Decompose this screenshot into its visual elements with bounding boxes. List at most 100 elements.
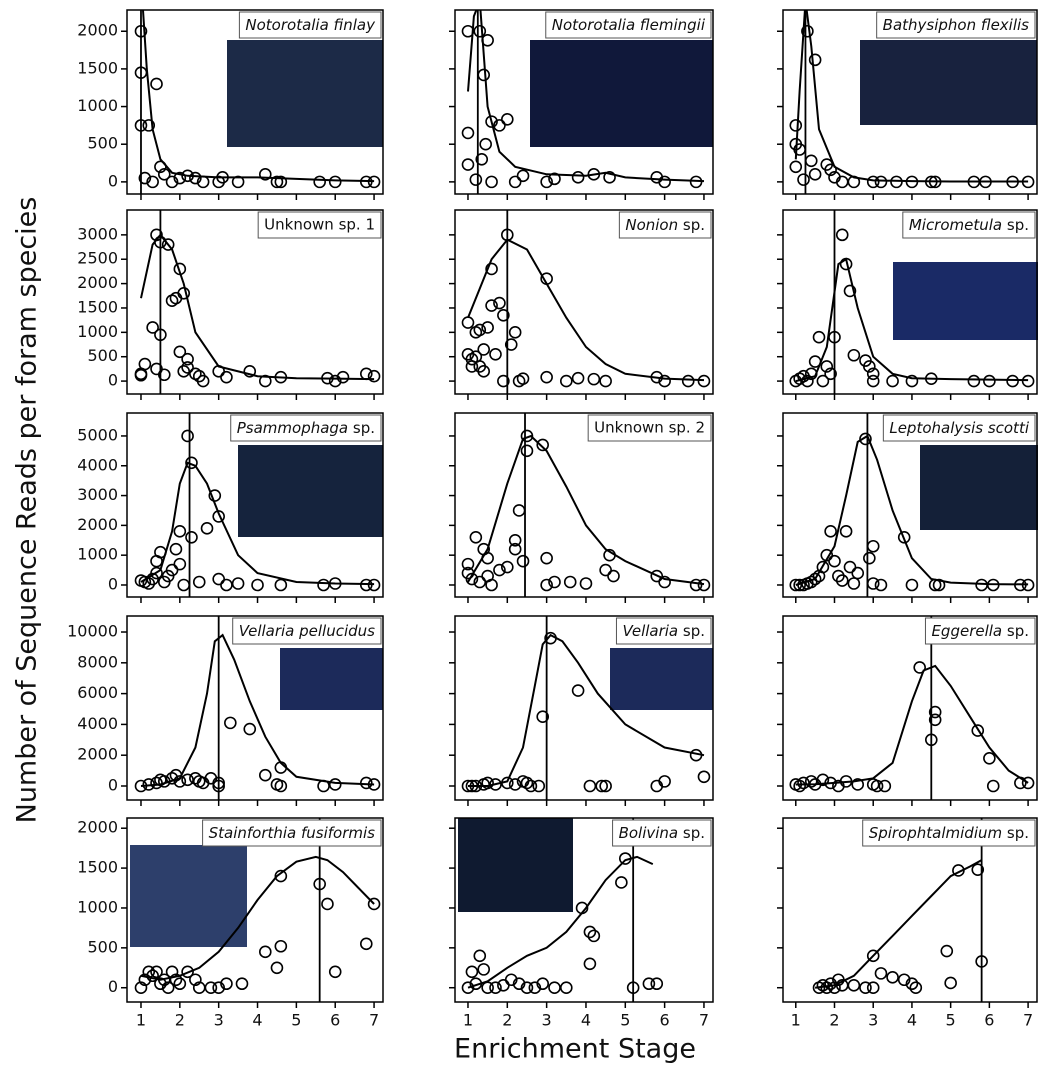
photo-inset bbox=[893, 262, 1038, 340]
photo-inset bbox=[920, 445, 1038, 530]
point bbox=[810, 54, 821, 65]
x-tick-label: 5 bbox=[620, 1011, 630, 1030]
x-tick-label: 4 bbox=[252, 1011, 262, 1030]
photo-inset bbox=[458, 818, 573, 912]
point bbox=[1023, 777, 1034, 788]
point bbox=[482, 553, 493, 564]
point bbox=[698, 771, 709, 782]
point bbox=[182, 774, 193, 785]
point bbox=[498, 980, 509, 991]
point bbox=[361, 368, 372, 379]
point bbox=[466, 966, 477, 977]
point bbox=[478, 69, 489, 80]
y-tick-label: 2000 bbox=[77, 515, 118, 534]
point bbox=[988, 781, 999, 792]
point bbox=[533, 781, 544, 792]
point bbox=[252, 579, 263, 590]
point bbox=[541, 372, 552, 383]
panel-title: Eggerella sp. bbox=[931, 622, 1029, 640]
point bbox=[174, 346, 185, 357]
point bbox=[275, 941, 286, 952]
point bbox=[600, 565, 611, 576]
y-tick-label: 5000 bbox=[77, 425, 118, 444]
point bbox=[480, 139, 491, 150]
point bbox=[825, 526, 836, 537]
point bbox=[490, 982, 501, 993]
point bbox=[462, 317, 473, 328]
panel: 1234567Bolivina sp. bbox=[449, 0, 713, 1065]
photo-inset bbox=[860, 40, 1037, 125]
point bbox=[518, 170, 529, 181]
point bbox=[474, 26, 485, 37]
y-tick-label: 10000 bbox=[67, 622, 118, 641]
point bbox=[1023, 376, 1034, 387]
photo-inset bbox=[610, 648, 713, 710]
point bbox=[486, 176, 497, 187]
x-tick-label: 7 bbox=[1023, 1011, 1033, 1030]
y-tick-label: 500 bbox=[87, 134, 118, 153]
point bbox=[486, 579, 497, 590]
point bbox=[608, 571, 619, 582]
x-tick-label: 5 bbox=[291, 1011, 301, 1030]
x-tick-label: 1 bbox=[136, 1011, 146, 1030]
point bbox=[588, 374, 599, 385]
point bbox=[844, 562, 855, 573]
point bbox=[810, 169, 821, 180]
x-tick-label: 3 bbox=[214, 1011, 224, 1030]
point bbox=[182, 430, 193, 441]
point bbox=[698, 579, 709, 590]
y-tick-label: 1000 bbox=[77, 322, 118, 341]
point bbox=[600, 376, 611, 387]
point bbox=[549, 982, 560, 993]
panel-title: Vellaria pellucidus bbox=[239, 622, 375, 640]
x-tick-label: 7 bbox=[699, 1011, 709, 1030]
point bbox=[490, 349, 501, 360]
point bbox=[868, 376, 879, 387]
photo-inset bbox=[227, 40, 383, 147]
point bbox=[139, 359, 150, 370]
point bbox=[887, 376, 898, 387]
point bbox=[275, 781, 286, 792]
panel-title: Stainforthia fusiformis bbox=[209, 824, 376, 842]
y-tick-label: 1000 bbox=[77, 897, 118, 916]
point bbox=[330, 176, 341, 187]
y-tick-label: 1000 bbox=[77, 545, 118, 564]
point bbox=[806, 155, 817, 166]
point bbox=[514, 505, 525, 516]
panel-title: Bolivina sp. bbox=[619, 824, 705, 842]
y-tick-label: 0 bbox=[108, 171, 118, 190]
x-tick-label: 1 bbox=[463, 1011, 473, 1030]
panel-title: Nonion sp. bbox=[625, 216, 705, 234]
photo-inset bbox=[530, 40, 713, 147]
y-tick-label: 500 bbox=[87, 937, 118, 956]
point bbox=[322, 898, 333, 909]
point bbox=[580, 578, 591, 589]
panel-title: Psammophaga sp. bbox=[237, 419, 375, 437]
point bbox=[518, 373, 529, 384]
point bbox=[573, 172, 584, 183]
point bbox=[841, 526, 852, 537]
fit-curve bbox=[468, 436, 704, 584]
point bbox=[494, 298, 505, 309]
point bbox=[186, 532, 197, 543]
x-tick-label: 1 bbox=[791, 1011, 801, 1030]
y-tick-label: 0 bbox=[108, 977, 118, 996]
point bbox=[314, 176, 325, 187]
panel-title: Micrometula sp. bbox=[909, 216, 1029, 234]
point bbox=[798, 174, 809, 185]
y-tick-label: 1500 bbox=[77, 58, 118, 77]
point bbox=[478, 344, 489, 355]
point bbox=[318, 579, 329, 590]
panel-title: Unknown sp. 1 bbox=[264, 216, 375, 234]
y-tick-label: 3000 bbox=[77, 224, 118, 243]
point bbox=[810, 356, 821, 367]
point bbox=[541, 553, 552, 564]
y-tick-label: 2000 bbox=[77, 21, 118, 40]
x-tick-label: 5 bbox=[946, 1011, 956, 1030]
point bbox=[466, 361, 477, 372]
point bbox=[790, 161, 801, 172]
photo-inset bbox=[238, 445, 383, 537]
y-tick-label: 3000 bbox=[77, 485, 118, 504]
point bbox=[852, 568, 863, 579]
y-tick-label: 0 bbox=[108, 776, 118, 795]
